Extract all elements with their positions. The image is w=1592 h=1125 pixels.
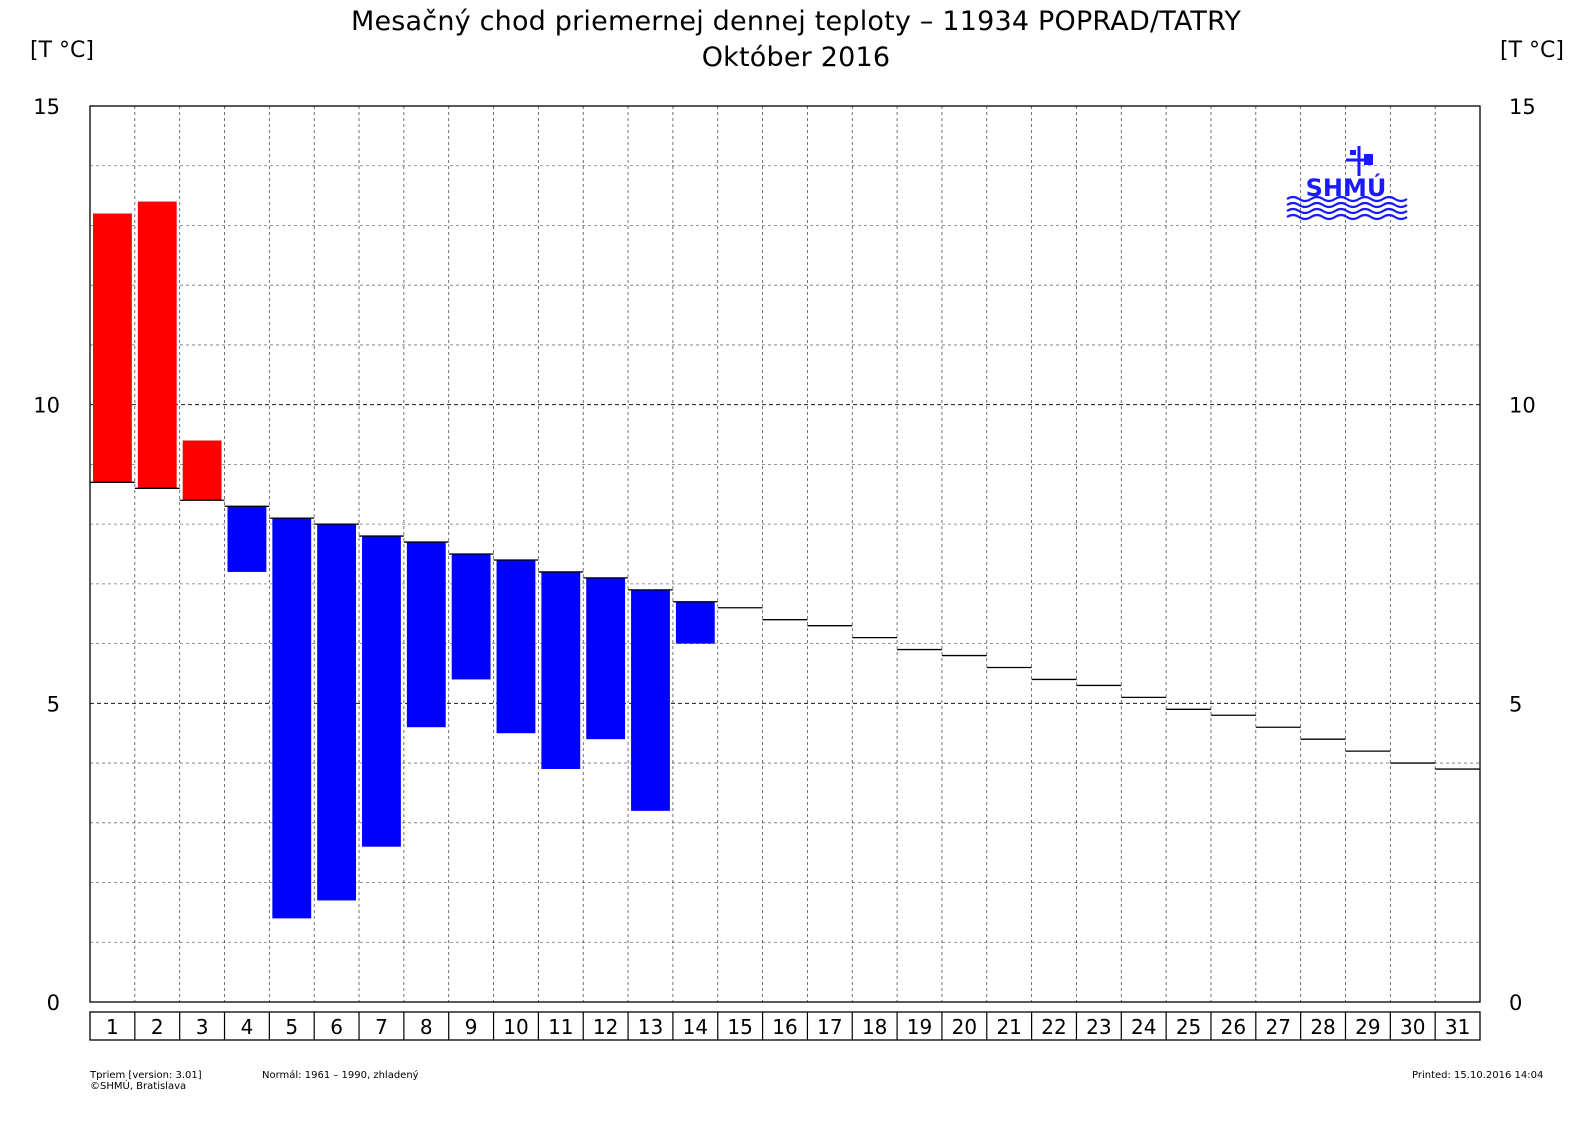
x-tick-label: 4 [241,1015,254,1039]
x-tick-label: 20 [952,1015,977,1039]
y-axis-unit-right: [T °C] [1500,38,1564,63]
bar-day-12 [586,577,626,740]
x-tick-label: 13 [638,1015,663,1039]
x-tick-label: 21 [996,1015,1021,1039]
bar-day-9 [451,554,491,680]
bar-day-11 [541,571,581,770]
program-version: Tpriem [version: 3.01] [90,1070,202,1081]
x-tick-label: 25 [1176,1015,1201,1039]
x-tick-label: 9 [465,1015,478,1039]
x-tick-label: 19 [907,1015,932,1039]
chart-title: Mesačný chod priemernej dennej teploty –… [350,6,1242,37]
x-tick-label: 11 [548,1015,573,1039]
x-tick-label: 17 [817,1015,842,1039]
y-tick-label-right: 15 [1509,95,1536,119]
x-tick-label: 30 [1400,1015,1425,1039]
x-tick-label: 24 [1131,1015,1156,1039]
x-tick-label: 28 [1310,1015,1335,1039]
x-tick-label: 31 [1445,1015,1470,1039]
x-tick-label: 14 [683,1015,708,1039]
bar-day-1 [93,213,132,483]
x-tick-label: 29 [1355,1015,1380,1039]
x-tick-label: 3 [196,1015,209,1039]
x-tick-label: 27 [1265,1015,1290,1039]
bar-day-7 [362,536,401,847]
x-tick-label: 10 [503,1015,528,1039]
bar-day-3 [182,440,222,501]
x-tick-label: 15 [727,1015,752,1039]
x-tick-label: 23 [1086,1015,1111,1039]
x-tick-label: 12 [593,1015,618,1039]
normal-period: Normál: 1961 – 1990, zhladený [262,1070,419,1081]
y-tick-label-right: 10 [1509,394,1536,418]
weather-vane-icon [1346,146,1373,176]
y-tick-label-left: 0 [47,991,60,1015]
x-tick-label: 18 [862,1015,887,1039]
x-tick-label: 6 [330,1015,343,1039]
y-axis-unit-left: [T °C] [30,38,94,63]
x-tick-label: 16 [772,1015,797,1039]
bar-day-4 [227,506,267,572]
waves-icon [1286,195,1408,221]
x-tick-label: 8 [420,1015,433,1039]
bar-day-13 [631,589,670,811]
tick-labels: 1 2 3 4 5 6 7 8 9 10 11 12 13 14 15 16 17 18 19 20 21 22 23 24 2… [33,95,1535,1039]
plot-frame [89,105,1481,1041]
plot-border [89,105,1481,1003]
x-tick-label: 5 [285,1015,298,1039]
copyright: ©SHMÚ, Bratislava [90,1081,187,1092]
x-tick-label: 26 [1221,1015,1246,1039]
normal-line [90,481,1480,770]
shmu-logo: SHMÚ [1286,146,1408,221]
y-tick-label-left: 5 [47,692,60,716]
printed-date: Printed: 15.10.2016 14:04 [1412,1070,1544,1081]
x-tick-label: 2 [151,1015,164,1039]
x-tick-label: 7 [375,1015,388,1039]
bar-day-10 [496,559,536,734]
chart-subtitle: Október 2016 [701,42,891,73]
y-tick-label-right: 5 [1509,692,1522,716]
y-tick-label-right: 0 [1509,991,1522,1015]
bar-day-2 [137,201,177,489]
bar-day-5 [272,518,312,919]
x-label-row [89,1011,1481,1041]
footer-left: Tpriem [version: 3.01] ©SHMÚ, Bratislava [90,1070,202,1092]
bar-day-14 [675,601,715,644]
bar-day-8 [406,542,446,728]
x-tick-label: 22 [1041,1015,1066,1039]
y-tick-label-left: 10 [33,394,60,418]
anomaly-bars [93,201,715,919]
bar-day-6 [317,524,357,901]
x-tick-label: 1 [106,1015,119,1039]
y-tick-label-left: 15 [33,95,60,119]
